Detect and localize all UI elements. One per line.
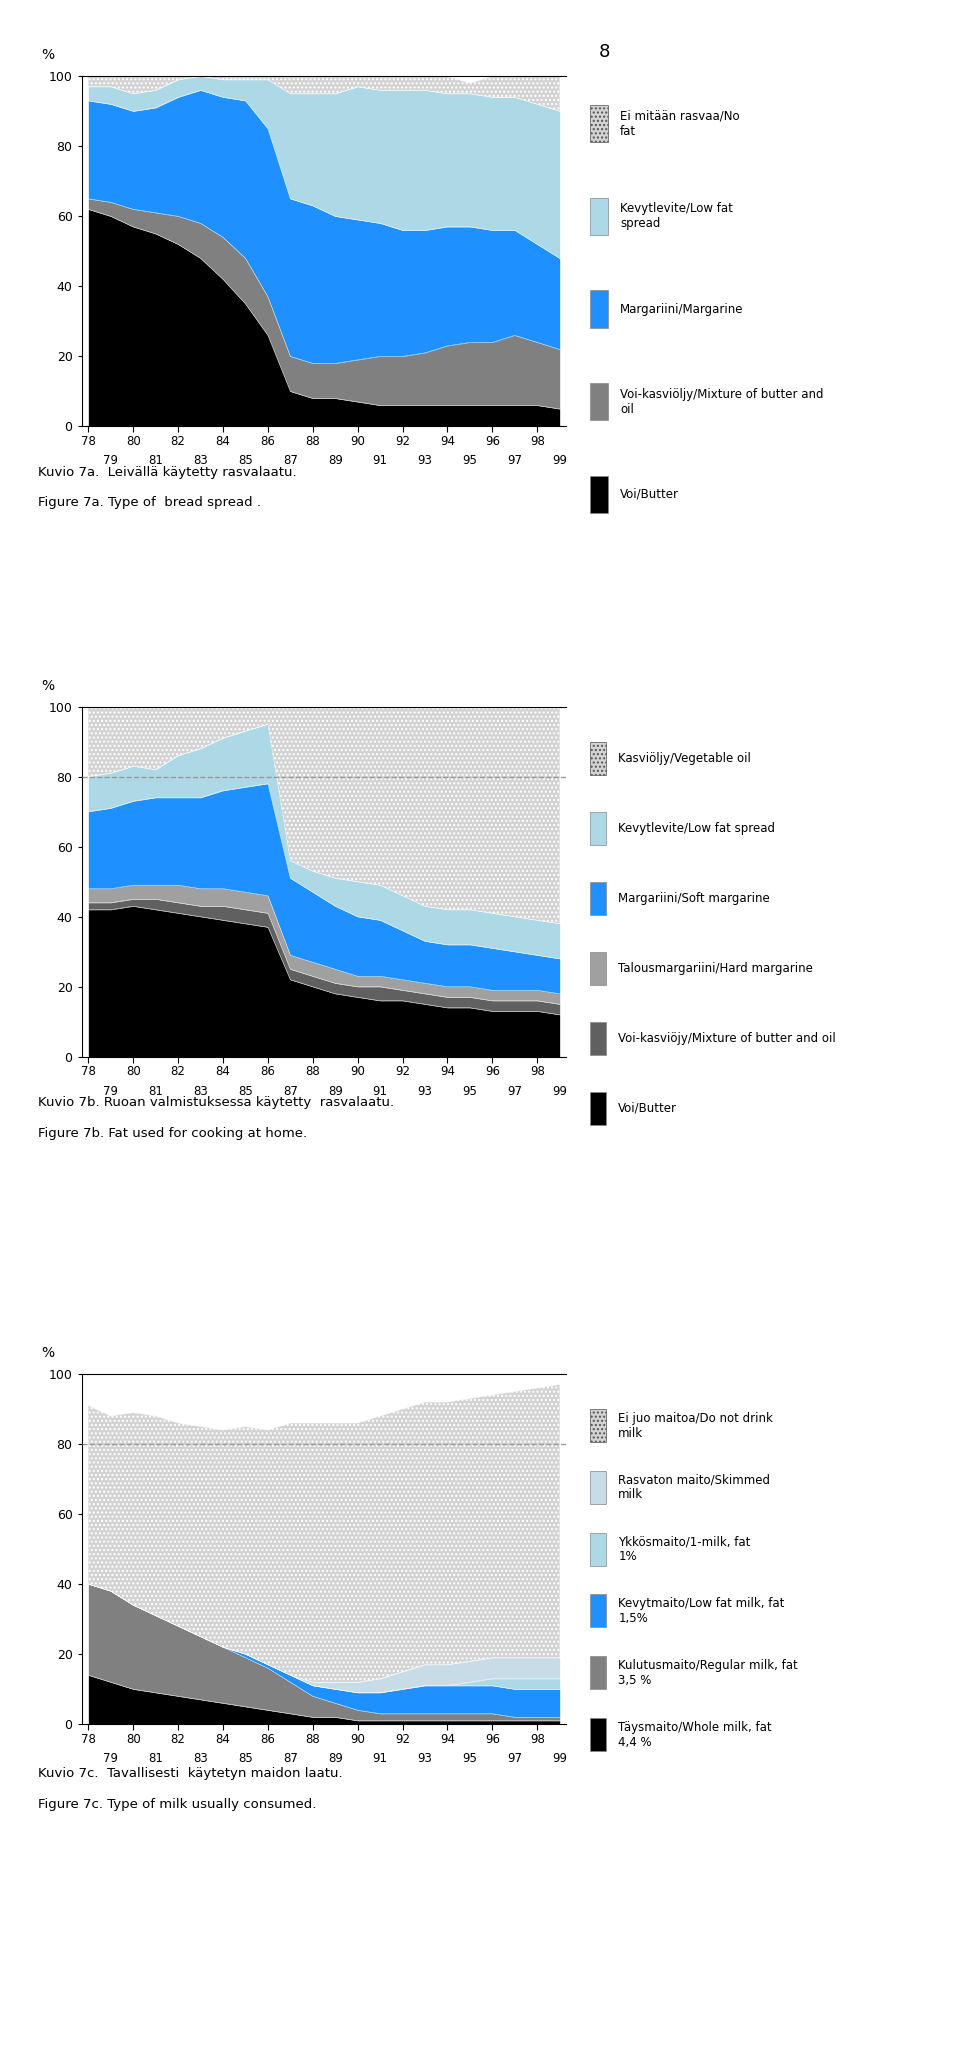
Text: Ykkösmaito/1-milk, fat
1%: Ykkösmaito/1-milk, fat 1%: [618, 1535, 751, 1564]
Text: Kuvio 7b. Ruoan valmistuksessa käytetty  rasvalaatu.: Kuvio 7b. Ruoan valmistuksessa käytetty …: [38, 1096, 395, 1108]
Text: Rasvaton maito/Skimmed
milk: Rasvaton maito/Skimmed milk: [618, 1473, 770, 1502]
Text: Margariini/Margarine: Margariini/Margarine: [620, 303, 744, 315]
Text: 79: 79: [104, 1084, 118, 1098]
Text: 81: 81: [148, 1751, 163, 1765]
Text: 83: 83: [193, 453, 208, 468]
Text: Kevytlevite/Low fat
spread: Kevytlevite/Low fat spread: [620, 202, 733, 231]
Text: 83: 83: [193, 1084, 208, 1098]
Text: 91: 91: [372, 453, 388, 468]
Text: 91: 91: [372, 1084, 388, 1098]
Text: 99: 99: [552, 453, 567, 468]
Text: 81: 81: [148, 453, 163, 468]
Text: Talousmargariini/Hard margarine: Talousmargariini/Hard margarine: [618, 962, 813, 974]
Text: Voi/Butter: Voi/Butter: [620, 488, 679, 501]
Text: 93: 93: [418, 1084, 432, 1098]
Text: Kasviöljy/Vegetable oil: Kasviöljy/Vegetable oil: [618, 752, 751, 764]
Text: 85: 85: [238, 453, 252, 468]
Text: 87: 87: [283, 1084, 298, 1098]
Text: 85: 85: [238, 1751, 252, 1765]
Text: 89: 89: [327, 453, 343, 468]
Text: 99: 99: [552, 1751, 567, 1765]
Y-axis label: %: %: [41, 47, 54, 62]
Text: 8: 8: [599, 43, 611, 62]
Text: Kuvio 7a.  Leivällä käytetty rasvalaatu.: Kuvio 7a. Leivällä käytetty rasvalaatu.: [38, 466, 297, 478]
Text: Margariini/Soft margarine: Margariini/Soft margarine: [618, 892, 770, 904]
Text: Ei juo maitoa/Do not drink
milk: Ei juo maitoa/Do not drink milk: [618, 1411, 773, 1440]
Text: Ei mitään rasvaa/No
fat: Ei mitään rasvaa/No fat: [620, 109, 740, 138]
Text: Voi-kasviöljy/Mixture of butter and
oil: Voi-kasviöljy/Mixture of butter and oil: [620, 387, 824, 416]
Text: Täysmaito/Whole milk, fat
4,4 %: Täysmaito/Whole milk, fat 4,4 %: [618, 1720, 772, 1749]
Text: Voi/Butter: Voi/Butter: [618, 1102, 677, 1114]
Text: 87: 87: [283, 1751, 298, 1765]
Text: 95: 95: [463, 1751, 477, 1765]
Y-axis label: %: %: [41, 678, 54, 692]
Text: Kevytmaito/Low fat milk, fat
1,5%: Kevytmaito/Low fat milk, fat 1,5%: [618, 1596, 784, 1625]
Text: 93: 93: [418, 1751, 432, 1765]
Text: 97: 97: [507, 1084, 522, 1098]
Text: 87: 87: [283, 453, 298, 468]
Text: 83: 83: [193, 1751, 208, 1765]
Text: 97: 97: [507, 453, 522, 468]
Text: 79: 79: [104, 453, 118, 468]
Y-axis label: %: %: [41, 1345, 54, 1360]
Text: 95: 95: [463, 453, 477, 468]
Text: 89: 89: [327, 1751, 343, 1765]
Text: 93: 93: [418, 453, 432, 468]
Text: 91: 91: [372, 1751, 388, 1765]
Text: 85: 85: [238, 1084, 252, 1098]
Text: Kuvio 7c.  Tavallisesti  käytetyn maidon laatu.: Kuvio 7c. Tavallisesti käytetyn maidon l…: [38, 1767, 343, 1780]
Text: 79: 79: [104, 1751, 118, 1765]
Text: Voi-kasviöjy/Mixture of butter and oil: Voi-kasviöjy/Mixture of butter and oil: [618, 1032, 836, 1044]
Text: 97: 97: [507, 1751, 522, 1765]
Text: 99: 99: [552, 1084, 567, 1098]
Text: Kevytlevite/Low fat spread: Kevytlevite/Low fat spread: [618, 822, 776, 834]
Text: Kulutusmaito/Regular milk, fat
3,5 %: Kulutusmaito/Regular milk, fat 3,5 %: [618, 1658, 798, 1687]
Text: Figure 7b. Fat used for cooking at home.: Figure 7b. Fat used for cooking at home.: [38, 1127, 307, 1139]
Text: Figure 7c. Type of milk usually consumed.: Figure 7c. Type of milk usually consumed…: [38, 1798, 317, 1811]
Text: Figure 7a. Type of  bread spread .: Figure 7a. Type of bread spread .: [38, 496, 261, 509]
Text: 81: 81: [148, 1084, 163, 1098]
Text: 95: 95: [463, 1084, 477, 1098]
Text: 89: 89: [327, 1084, 343, 1098]
